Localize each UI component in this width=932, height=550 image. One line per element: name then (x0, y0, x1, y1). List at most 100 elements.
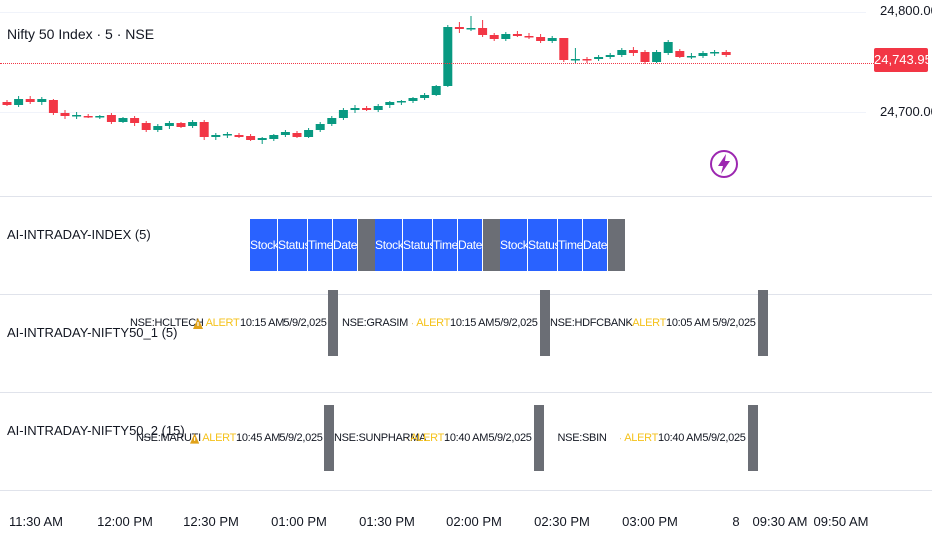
candle (106, 113, 116, 124)
table-header-date: Date (333, 219, 358, 271)
last-price-line (0, 63, 874, 64)
time-axis-label: 01:00 PM (271, 514, 327, 529)
time-cell: 10:40 AM (444, 432, 489, 444)
status-cell: ALERT (620, 432, 658, 444)
candle (396, 100, 406, 105)
price-scale-label: 24,800.00 (880, 3, 932, 18)
candle (663, 40, 673, 55)
candle (721, 50, 731, 57)
table-separator-bar (328, 290, 338, 356)
status-cell: ALERT (628, 317, 666, 329)
date-cell: 5/9/2,025 (283, 317, 327, 329)
time-cell: 10:15 AM (450, 317, 495, 329)
indicator-name-nifty50-2[interactable]: AI-INTRADAY-NIFTY50_2 (15) (7, 423, 185, 438)
price-chart-pane[interactable]: Nifty 50 Index · 5 · NSE 24,800.00 24,74… (0, 0, 932, 196)
candlestick-series[interactable] (0, 0, 874, 196)
candle (72, 112, 82, 119)
table-header-stock: Stock (375, 219, 404, 271)
candle (338, 108, 348, 120)
candle (246, 134, 256, 141)
symbol-title[interactable]: Nifty 50 Index · 5 · NSE (7, 26, 155, 42)
status-text: ALERT (624, 432, 658, 444)
time-axis-label: 01:30 PM (359, 514, 415, 529)
candle (141, 121, 151, 132)
status-cell: ALERT (412, 317, 450, 329)
candle (211, 133, 221, 140)
warning-triangle-icon (190, 432, 200, 444)
candle (60, 110, 70, 119)
table-separator-bar (534, 405, 544, 471)
candle (327, 116, 337, 126)
candle (48, 99, 58, 115)
table-header-date: Date (458, 219, 483, 271)
status-text: ALERT (202, 432, 236, 444)
time-axis-label: 02:00 PM (446, 514, 502, 529)
lightning-bolt-icon[interactable] (709, 149, 739, 179)
price-scale-label: 24,700.00 (880, 104, 932, 119)
candle (130, 116, 140, 126)
table-header-time: Time (308, 219, 333, 271)
candle (466, 16, 476, 31)
warning-triangle-icon (620, 437, 622, 439)
indicator-name-nifty50-1[interactable]: AI-INTRADAY-NIFTY50_1 (5) (7, 325, 178, 340)
date-cell: 5/9/2,025 (712, 317, 756, 329)
candle (292, 131, 302, 138)
table-header-spacer (608, 219, 625, 271)
candle (547, 36, 557, 43)
candle (454, 22, 464, 33)
grid-line (0, 12, 866, 13)
status-text: ALERT (416, 317, 450, 329)
candle (617, 48, 627, 57)
indicator-name-index[interactable]: AI-INTRADAY-INDEX (5) (7, 227, 151, 242)
table-header-status: Status (278, 219, 311, 271)
candle (536, 34, 546, 43)
grid-line (0, 112, 866, 113)
time-axis-label: 8 (732, 514, 740, 529)
table-header-stock: Stock (250, 219, 279, 271)
candle (373, 104, 383, 112)
warning-triangle-icon (406, 437, 408, 439)
candle (408, 97, 418, 103)
candle (605, 53, 615, 59)
pane-separator[interactable] (0, 392, 932, 393)
status-table-row: NSE:HCLTECH ALERT 10:15 AM 5/9/2,025 NSE… (130, 290, 768, 356)
time-cell: 10:15 AM (240, 317, 285, 329)
candle (478, 20, 488, 37)
table-header-stock: Stock (500, 219, 529, 271)
candle (83, 114, 93, 118)
status-table-row: NSE:MARUTI ALERT 10:45 AM 5/9/2,025 NSE:… (136, 405, 758, 471)
candle (188, 120, 198, 128)
candle (385, 101, 395, 108)
candle (652, 50, 662, 63)
table-header-status: Status (528, 219, 561, 271)
candle (257, 137, 267, 144)
status-text: ALERT (632, 317, 666, 329)
last-price-badge: 24,743.95 (874, 48, 932, 72)
candle (2, 100, 12, 106)
candle (280, 130, 290, 137)
candle (164, 121, 174, 129)
candle (420, 93, 430, 100)
candle (362, 106, 372, 111)
candle (431, 85, 441, 96)
candle (14, 96, 24, 107)
time-axis-label: 09:30 AM (752, 514, 808, 529)
time-cell: 10:05 AM (666, 317, 711, 329)
pane-separator[interactable] (0, 294, 932, 295)
candle (512, 31, 522, 37)
date-cell: 5/9/2,025 (279, 432, 323, 444)
table-separator-bar (748, 405, 758, 471)
candle (176, 122, 186, 128)
candle (118, 117, 128, 123)
candle (675, 49, 685, 58)
candle (95, 115, 105, 119)
status-text: ALERT (205, 317, 240, 329)
pane-separator[interactable] (0, 490, 932, 491)
pane-separator[interactable] (0, 196, 932, 197)
candle (559, 38, 569, 62)
date-cell: 5/9/2,025 (702, 432, 746, 444)
table-header-status: Status (403, 219, 436, 271)
candle (710, 50, 720, 56)
time-axis-label: 03:00 PM (622, 514, 678, 529)
candle (501, 32, 511, 41)
